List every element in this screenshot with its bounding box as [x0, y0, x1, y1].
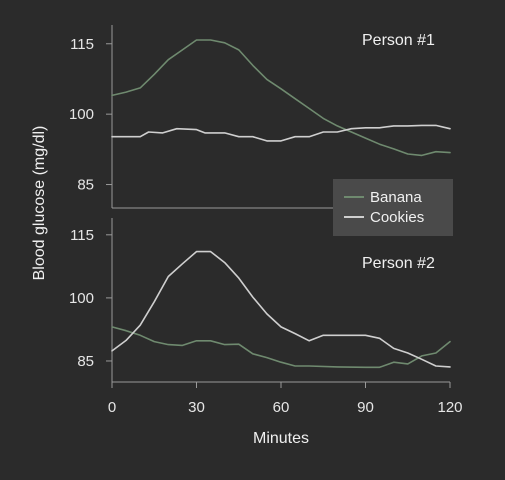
x-tick-label: 30: [188, 399, 205, 416]
y-tick-label: 100: [69, 290, 94, 307]
legend-label-cookies: Cookies: [370, 209, 424, 226]
y-tick-label: 85: [77, 353, 94, 370]
series-line-banana-panel-2: [111, 326, 451, 369]
series-line-cookies-panel-2: [111, 250, 451, 368]
x-tick-label: 90: [357, 399, 374, 416]
series-layer: [111, 39, 451, 369]
panel-titles: Person #1 Person #2: [362, 32, 435, 272]
axes: 85 100 115 85 100 115 0 30 60 90 120: [69, 25, 463, 416]
x-tick-label: 0: [108, 399, 116, 416]
panel-title-person-1: Person #1: [362, 32, 435, 49]
x-tick-label: 120: [437, 399, 462, 416]
y-tick-label: 100: [69, 106, 94, 123]
x-axis-label: Minutes: [253, 430, 309, 447]
y-tick-label: 115: [70, 36, 94, 53]
legend-box: [333, 179, 453, 236]
legend-label-banana: Banana: [370, 189, 422, 206]
y-tick-label: 115: [70, 227, 94, 244]
series-line-banana-panel-1: [111, 39, 451, 157]
legend: Banana Cookies: [333, 179, 453, 236]
x-tick-label: 60: [273, 399, 290, 416]
y-axis-label: Blood glucose (mg/dl): [31, 126, 48, 281]
series-line-cookies-panel-1: [111, 124, 451, 142]
panel-title-person-2: Person #2: [362, 255, 435, 272]
y-tick-label: 85: [77, 177, 94, 194]
